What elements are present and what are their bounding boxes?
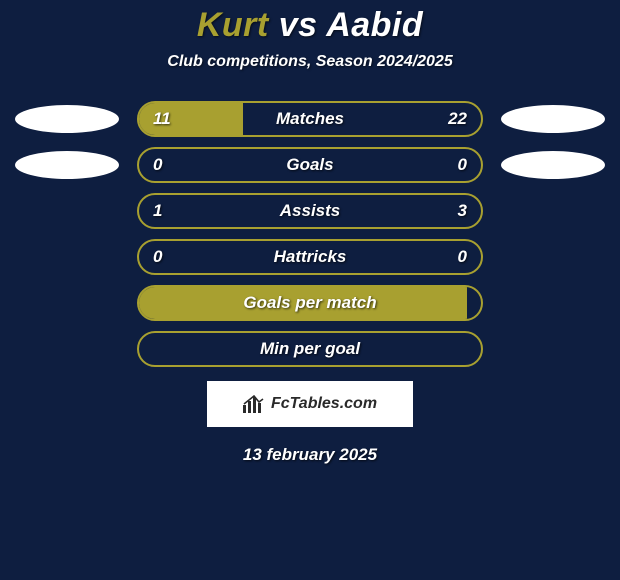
comparison-card: Kurt vs Aabid Club competitions, Season … (0, 0, 620, 580)
pill-spacer (15, 197, 119, 225)
pill-spacer (501, 335, 605, 363)
page-title: Kurt vs Aabid (197, 6, 423, 45)
stat-value-left: 1 (153, 201, 162, 221)
team-pill-right (501, 105, 605, 133)
stat-label: Goals per match (243, 293, 376, 313)
stat-rows: Matches1122Goals00Assists13Hattricks00Go… (0, 101, 620, 367)
stat-row: Hattricks 0 0 (0, 239, 620, 275)
stat-value-right: 3 (458, 201, 467, 221)
stat-bar: Min per goal (137, 331, 483, 367)
stat-row: Goals per match (0, 285, 620, 321)
pill-spacer (501, 243, 605, 271)
stat-label: Min per goal (260, 339, 360, 359)
stat-row: Goals 0 0 (0, 147, 620, 183)
stat-bar: Goals 0 0 (137, 147, 483, 183)
source-badge[interactable]: FcTables.com (207, 381, 413, 427)
stat-label: Assists (280, 201, 340, 221)
team-pill-left (15, 105, 119, 133)
stat-value-left: 11 (153, 109, 171, 129)
pill-spacer (15, 335, 119, 363)
pill-spacer (15, 289, 119, 317)
chart-icon (243, 395, 265, 413)
title-player1: Kurt (197, 6, 269, 44)
stat-bar: Assists 1 3 (137, 193, 483, 229)
stat-value-left: 0 (153, 247, 162, 267)
pill-spacer (501, 289, 605, 317)
stat-bar: Goals per match (137, 285, 483, 321)
stat-value-right: 0 (458, 155, 467, 175)
pill-spacer (15, 243, 119, 271)
stat-label: Matches (276, 109, 344, 129)
stat-bar: Matches 11 22 (137, 101, 483, 137)
stat-value-right: 22 (448, 109, 467, 129)
title-player2: Aabid (326, 6, 423, 44)
snapshot-date: 13 february 2025 (243, 445, 377, 465)
stat-label: Hattricks (274, 247, 347, 267)
team-pill-right (501, 151, 605, 179)
stat-row: Assists 1 3 (0, 193, 620, 229)
team-pill-left (15, 151, 119, 179)
title-vs: vs (279, 6, 318, 44)
stat-value-left: 0 (153, 155, 162, 175)
stat-value-right: 0 (458, 247, 467, 267)
stat-bar: Hattricks 0 0 (137, 239, 483, 275)
stat-row: Matches 11 22 (0, 101, 620, 137)
subtitle: Club competitions, Season 2024/2025 (167, 53, 452, 71)
stat-row: Min per goal (0, 331, 620, 367)
source-badge-text: FcTables.com (271, 395, 377, 413)
pill-spacer (501, 197, 605, 225)
stat-label: Goals (286, 155, 333, 175)
